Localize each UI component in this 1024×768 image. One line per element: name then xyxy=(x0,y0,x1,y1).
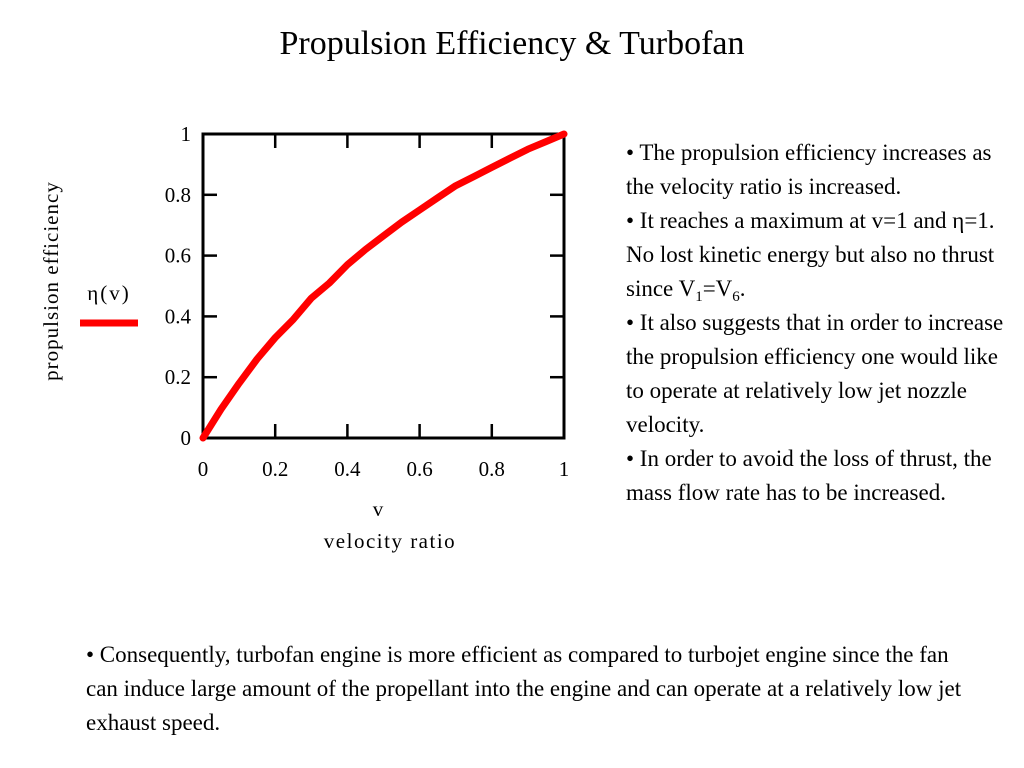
legend-label: η(v) xyxy=(87,281,130,305)
x-axis-label-top: v xyxy=(373,497,384,521)
slide-title: Propulsion Efficiency & Turbofan xyxy=(279,25,745,62)
subscript-6: 6 xyxy=(732,289,740,305)
plot-frame xyxy=(201,132,566,440)
x-tick-label: 0.6 xyxy=(406,457,432,481)
bullet-item: • It reaches a maximum at v=1 and η=1. N… xyxy=(626,204,1018,306)
x-tick-labels: 0 0.2 0.4 0.6 0.8 1 xyxy=(198,457,570,481)
efficiency-chart: 0 0.2 0.4 0.6 0.8 1 0 0.2 0.4 0.6 0.8 1 propulsion… xyxy=(39,122,570,553)
bullet-text: • Consequently, turbofan engine is more … xyxy=(86,642,962,735)
axis-ticks xyxy=(203,134,564,438)
bullet-item: • It also suggests that in order to incr… xyxy=(626,306,1018,442)
subscript-1: 1 xyxy=(695,289,703,305)
x-tick-label: 0.8 xyxy=(479,457,505,481)
y-tick-label: 0.6 xyxy=(165,244,191,268)
y-tick-label: 0 xyxy=(181,426,192,450)
x-tick-label: 0.2 xyxy=(262,457,288,481)
bullet-text: • It also suggests that in order to incr… xyxy=(626,310,1004,437)
bullet-text: • In order to avoid the loss of thrust, … xyxy=(626,446,992,505)
bullet-text-mid: =V xyxy=(702,276,733,301)
y-tick-labels: 0 0.2 0.4 0.6 0.8 1 xyxy=(165,122,192,450)
y-tick-label: 1 xyxy=(181,122,192,146)
bottom-bullet: • Consequently, turbofan engine is more … xyxy=(86,615,986,763)
x-axis-label-bottom: velocity ratio xyxy=(324,529,456,553)
y-tick-label: 0.2 xyxy=(165,365,191,389)
y-tick-label: 0.8 xyxy=(165,183,191,207)
y-axis-label: propulsion efficiency xyxy=(39,181,63,381)
x-tick-label: 0.4 xyxy=(334,457,361,481)
series-line-eta xyxy=(199,130,568,442)
y-tick-label: 0.4 xyxy=(165,304,192,328)
bullet-text: • It reaches a maximum at v=1 and η=1. N… xyxy=(626,204,1018,306)
x-tick-label: 1 xyxy=(559,457,570,481)
x-tick-label: 0 xyxy=(198,457,209,481)
right-bullet-list: • The propulsion efficiency increases as… xyxy=(626,136,1018,510)
bullet-text-main: • It reaches a maximum at v=1 and η=1. N… xyxy=(626,208,995,301)
bullet-text: • The propulsion efficiency increases as… xyxy=(626,140,992,199)
bullet-text-end: . xyxy=(739,276,746,301)
bullet-item: • In order to avoid the loss of thrust, … xyxy=(626,442,1018,510)
bullet-item: • The propulsion efficiency increases as… xyxy=(626,136,1018,204)
